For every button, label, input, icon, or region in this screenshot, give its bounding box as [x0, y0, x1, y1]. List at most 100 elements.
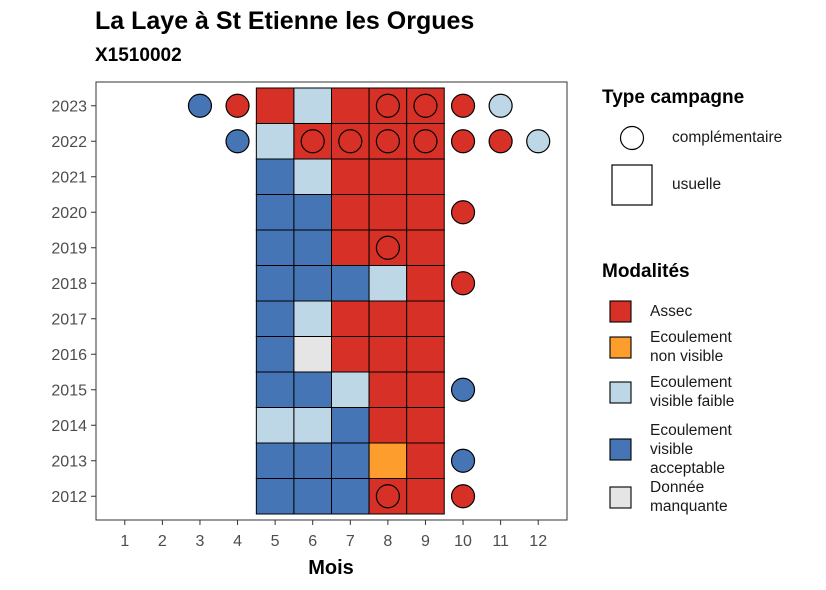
tile-2013-7 [331, 442, 370, 479]
legend-label-assec: Assec [650, 302, 693, 320]
point-2013-10 [450, 448, 476, 473]
y-tick-label-2023: 2023 [51, 98, 87, 115]
tile-2019-9 [406, 229, 445, 266]
tile-2013-8 [368, 442, 408, 479]
y-tick-label-2016: 2016 [51, 347, 87, 364]
tile-2018-8 [368, 265, 408, 302]
tile-2017-5 [255, 300, 295, 337]
tile-2021-9 [406, 158, 445, 195]
tile-2015-6 [293, 371, 333, 408]
tile-2021-8 [368, 158, 408, 195]
tile-2017-6 [293, 300, 333, 337]
x-tick-label-11: 11 [492, 533, 509, 550]
y-tick-label-2018: 2018 [51, 276, 87, 293]
tile-2013-6 [293, 442, 333, 479]
legend-label-ecoulement_visible_faible: Ecoulement visible faible [650, 374, 735, 410]
tile-2015-9 [406, 371, 445, 408]
point-2023-10 [450, 93, 476, 118]
x-tick-label-12: 12 [529, 533, 547, 550]
x-tick-label-9: 9 [421, 533, 430, 550]
tile-2012-5 [255, 478, 295, 515]
tile-2016-8 [368, 336, 408, 373]
legend-campaign-title: Type campagne [602, 87, 745, 108]
tile-2017-9 [406, 300, 445, 337]
point-2022-11 [488, 129, 513, 154]
x-axis-title: Mois [308, 557, 354, 579]
x-tick-label-2: 2 [158, 533, 167, 550]
legend-swatch-ecoulement_non_visible [609, 336, 632, 359]
tile-2014-9 [406, 407, 445, 444]
y-tick-label-2019: 2019 [51, 240, 87, 257]
y-tick-label-2015: 2015 [51, 382, 87, 399]
tile-2012-7 [331, 478, 370, 515]
tile-2016-9 [406, 336, 445, 373]
point-2012-10 [450, 484, 476, 509]
tile-2017-7 [331, 300, 370, 337]
chart-subtitle: X1510002 [95, 45, 182, 66]
point-2022-6 [300, 129, 325, 154]
legend-swatch-assec [609, 300, 632, 323]
tile-2023-5 [255, 87, 295, 124]
tile-2021-7 [331, 158, 370, 195]
y-tick-label-2021: 2021 [51, 169, 87, 186]
point-2022-9 [413, 129, 438, 154]
legend-label-donnee_manquante: Donnée manquante [650, 479, 728, 515]
tile-2020-6 [293, 194, 333, 231]
x-tick-label-3: 3 [196, 533, 205, 550]
legend-key-complementaire [619, 125, 645, 151]
legend-swatch-ecoulement_visible_acceptable [609, 438, 632, 461]
y-tick-label-2012: 2012 [51, 489, 87, 506]
tile-2016-6 [293, 336, 333, 373]
plot-panel-border [95, 81, 568, 521]
tile-2018-9 [406, 265, 445, 302]
x-tick-label-6: 6 [308, 533, 317, 550]
tile-2021-6 [293, 158, 333, 195]
y-tick-label-2020: 2020 [51, 205, 87, 222]
point-2023-3 [187, 93, 213, 118]
legend-key-usuelle [611, 164, 653, 206]
point-2023-4 [225, 93, 250, 118]
y-tick-label-2014: 2014 [51, 418, 87, 435]
legend-label-usuelle: usuelle [672, 176, 722, 193]
tile-2020-8 [368, 194, 408, 231]
tile-2023-7 [331, 87, 370, 124]
tile-2012-9 [406, 478, 445, 515]
point-2020-10 [450, 200, 476, 225]
tile-2014-7 [331, 407, 370, 444]
tile-2017-8 [368, 300, 408, 337]
point-2023-11 [488, 93, 513, 118]
legend-label-complementaire: complémentaire [672, 129, 783, 146]
legend-modalities-title: Modalités [602, 261, 690, 282]
tile-2016-7 [331, 336, 370, 373]
tile-2021-5 [255, 158, 295, 195]
tile-2020-9 [406, 194, 445, 231]
tile-2019-6 [293, 229, 333, 266]
point-2023-8 [375, 93, 400, 118]
x-tick-label-10: 10 [454, 533, 472, 550]
tile-2014-8 [368, 407, 408, 444]
x-tick-label-1: 1 [120, 533, 129, 550]
tile-2018-5 [255, 265, 295, 302]
point-2015-10 [450, 377, 476, 402]
tile-2016-5 [255, 336, 295, 373]
x-tick-label-5: 5 [271, 533, 280, 550]
x-tick-label-8: 8 [383, 533, 392, 550]
tile-2015-7 [331, 371, 370, 408]
legend-label-ecoulement_non_visible: Ecoulement non visible [650, 329, 732, 365]
legend-label-ecoulement_visible_acceptable: Ecoulement visible acceptable [650, 421, 732, 477]
point-2022-4 [225, 129, 250, 154]
point-2022-7 [338, 129, 363, 154]
tile-2014-6 [293, 407, 333, 444]
tile-2013-9 [406, 442, 445, 479]
legend-swatch-ecoulement_visible_faible [609, 381, 632, 404]
tile-2012-6 [293, 478, 333, 515]
legend-swatch-donnee_manquante [609, 486, 632, 509]
y-tick-label-2013: 2013 [51, 453, 87, 470]
tile-2019-7 [331, 229, 370, 266]
y-tick-label-2017: 2017 [51, 311, 87, 328]
point-2022-10 [450, 129, 476, 154]
point-2022-8 [375, 129, 400, 154]
tile-2022-5 [255, 123, 295, 160]
tile-2023-6 [293, 87, 333, 124]
